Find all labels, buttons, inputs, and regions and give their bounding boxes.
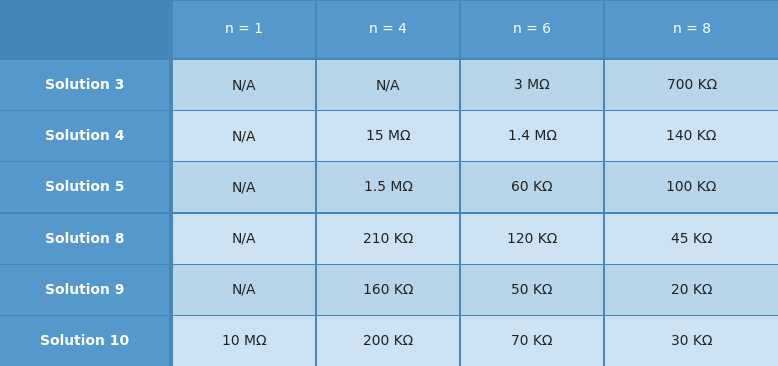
FancyBboxPatch shape (317, 316, 459, 366)
Text: 50 KΩ: 50 KΩ (511, 283, 553, 297)
Text: n = 6: n = 6 (513, 22, 551, 37)
Text: N/A: N/A (232, 283, 257, 297)
FancyBboxPatch shape (173, 163, 315, 212)
Text: 10 MΩ: 10 MΩ (222, 334, 267, 348)
Text: 140 KΩ: 140 KΩ (667, 129, 717, 143)
Text: 210 KΩ: 210 KΩ (363, 232, 413, 246)
Text: Solution 4: Solution 4 (44, 129, 124, 143)
Text: 1.4 MΩ: 1.4 MΩ (508, 129, 556, 143)
Text: N/A: N/A (232, 180, 257, 194)
FancyBboxPatch shape (605, 60, 778, 110)
Text: 200 KΩ: 200 KΩ (363, 334, 413, 348)
FancyBboxPatch shape (0, 214, 169, 264)
FancyBboxPatch shape (173, 111, 315, 161)
Text: 3 MΩ: 3 MΩ (514, 78, 550, 92)
FancyBboxPatch shape (461, 1, 603, 58)
FancyBboxPatch shape (605, 1, 778, 58)
Text: N/A: N/A (376, 78, 401, 92)
FancyBboxPatch shape (605, 265, 778, 315)
FancyBboxPatch shape (0, 111, 169, 161)
FancyBboxPatch shape (461, 265, 603, 315)
FancyBboxPatch shape (461, 214, 603, 264)
Text: 700 KΩ: 700 KΩ (667, 78, 717, 92)
Text: Solution 3: Solution 3 (44, 78, 124, 92)
Text: 45 KΩ: 45 KΩ (671, 232, 713, 246)
FancyBboxPatch shape (0, 316, 169, 366)
Text: N/A: N/A (232, 78, 257, 92)
FancyBboxPatch shape (461, 111, 603, 161)
Text: 30 KΩ: 30 KΩ (671, 334, 713, 348)
FancyBboxPatch shape (605, 214, 778, 264)
Text: 20 KΩ: 20 KΩ (671, 283, 713, 297)
Text: 1.5 MΩ: 1.5 MΩ (364, 180, 412, 194)
Text: Solution 5: Solution 5 (44, 180, 124, 194)
Text: n = 1: n = 1 (226, 22, 263, 37)
Text: N/A: N/A (232, 129, 257, 143)
FancyBboxPatch shape (317, 265, 459, 315)
Text: n = 8: n = 8 (673, 22, 710, 37)
Text: n = 4: n = 4 (370, 22, 407, 37)
Text: 120 KΩ: 120 KΩ (507, 232, 557, 246)
FancyBboxPatch shape (173, 265, 315, 315)
FancyBboxPatch shape (605, 163, 778, 212)
FancyBboxPatch shape (173, 316, 315, 366)
Text: 100 KΩ: 100 KΩ (667, 180, 717, 194)
FancyBboxPatch shape (173, 214, 315, 264)
FancyBboxPatch shape (0, 163, 169, 212)
FancyBboxPatch shape (461, 163, 603, 212)
FancyBboxPatch shape (173, 1, 315, 58)
Text: 70 KΩ: 70 KΩ (511, 334, 553, 348)
FancyBboxPatch shape (605, 111, 778, 161)
FancyBboxPatch shape (317, 111, 459, 161)
Text: 60 KΩ: 60 KΩ (511, 180, 553, 194)
FancyBboxPatch shape (605, 316, 778, 366)
FancyBboxPatch shape (173, 60, 315, 110)
FancyBboxPatch shape (461, 60, 603, 110)
Text: Solution 9: Solution 9 (44, 283, 124, 297)
Text: Solution 10: Solution 10 (40, 334, 129, 348)
Text: Solution 8: Solution 8 (44, 232, 124, 246)
Text: 160 KΩ: 160 KΩ (363, 283, 413, 297)
FancyBboxPatch shape (0, 60, 169, 110)
FancyBboxPatch shape (317, 60, 459, 110)
FancyBboxPatch shape (317, 214, 459, 264)
Text: N/A: N/A (232, 232, 257, 246)
FancyBboxPatch shape (317, 1, 459, 58)
FancyBboxPatch shape (0, 265, 169, 315)
FancyBboxPatch shape (461, 316, 603, 366)
Text: 15 MΩ: 15 MΩ (366, 129, 411, 143)
FancyBboxPatch shape (317, 163, 459, 212)
